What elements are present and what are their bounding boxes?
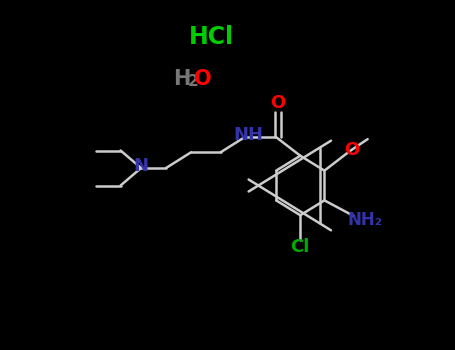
Text: NH₂: NH₂	[348, 211, 383, 229]
Text: O: O	[194, 69, 211, 89]
Text: HCl: HCl	[189, 25, 234, 49]
Text: H: H	[173, 69, 191, 89]
Text: O: O	[344, 141, 359, 159]
Text: O: O	[270, 94, 285, 112]
Text: NH: NH	[233, 126, 263, 144]
Text: Cl: Cl	[291, 238, 310, 257]
Text: 2: 2	[188, 74, 199, 89]
Text: N: N	[134, 157, 148, 175]
